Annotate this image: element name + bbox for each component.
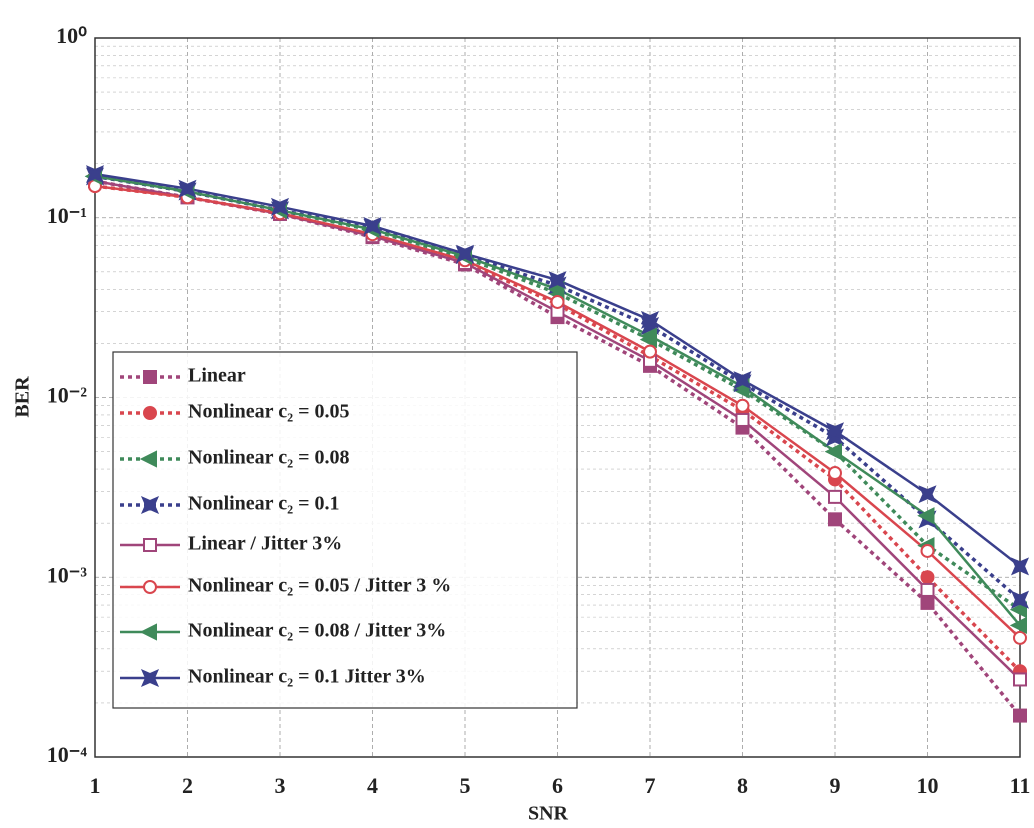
marker [1013, 630, 1027, 645]
x-tick-label: 5 [460, 773, 471, 798]
marker [85, 165, 105, 184]
marker [643, 344, 657, 359]
y-tick-label: 10⁻⁴ [47, 742, 88, 767]
legend-label: Nonlinear c₂ = 0.08 [188, 447, 349, 469]
legend-label: Nonlinear c₂ = 0.1 Jitter 3% [188, 666, 426, 688]
marker [920, 582, 935, 597]
legend-marker [140, 495, 160, 515]
legend-label: Nonlinear c₂ = 0.05 / Jitter 3 % [188, 575, 451, 597]
marker [1013, 708, 1027, 723]
x-tick-label: 3 [275, 773, 286, 798]
marker [920, 543, 935, 558]
series-line [94, 174, 1022, 602]
marker [735, 412, 750, 427]
marker [828, 466, 842, 481]
legend-marker [143, 580, 157, 594]
marker [735, 398, 750, 413]
y-axis-label: BER [12, 376, 34, 418]
legend-box [112, 351, 578, 709]
y-tick-label: 10⁻² [47, 383, 88, 408]
marker [178, 179, 197, 198]
marker [917, 507, 935, 525]
legend-label: Nonlinear c₂ = 0.08 / Jitter 3% [188, 620, 446, 642]
marker [1010, 590, 1030, 609]
x-tick-label: 10 [917, 773, 939, 798]
x-axis-label: SNR [528, 803, 569, 825]
legend-marker [143, 370, 157, 384]
x-tick-label: 4 [367, 773, 378, 798]
series-line [94, 174, 1021, 612]
x-tick-label: 7 [645, 773, 656, 798]
legend-label: Linear / Jitter 3% [188, 533, 342, 555]
x-tick-label: 1 [90, 773, 101, 798]
legend-label: Linear [188, 365, 246, 387]
legend-marker [143, 538, 157, 552]
x-tick-label: 9 [830, 773, 841, 798]
marker [363, 216, 382, 235]
marker [455, 244, 475, 263]
marker [270, 197, 290, 216]
marker [918, 485, 937, 504]
series-line [94, 179, 1022, 717]
marker [920, 570, 935, 585]
marker [920, 595, 935, 610]
marker [1013, 672, 1027, 687]
marker [828, 512, 842, 527]
legend-marker [139, 623, 157, 641]
marker [733, 371, 752, 390]
legend-marker [139, 450, 157, 468]
legend-label: Nonlinear c₂ = 0.05 [188, 401, 349, 423]
x-tick-label: 6 [552, 773, 563, 798]
x-tick-label: 8 [737, 773, 748, 798]
legend-marker [140, 668, 160, 688]
marker [1010, 557, 1030, 576]
y-tick-label: 10⁻¹ [47, 203, 87, 228]
marker [639, 327, 657, 345]
marker [825, 422, 845, 441]
y-tick-label: 10⁻³ [47, 562, 88, 587]
marker [640, 310, 660, 329]
x-tick-label: 11 [1010, 773, 1031, 798]
marker [828, 489, 842, 504]
marker [550, 294, 565, 309]
legend-marker [143, 406, 157, 420]
marker [1009, 601, 1027, 619]
y-tick-label: 10⁰ [56, 23, 87, 48]
marker [548, 271, 567, 290]
legend-label: Nonlinear c₂ = 0.1 [188, 493, 339, 515]
plot-frame [94, 37, 1021, 758]
marker [1009, 616, 1027, 634]
x-tick-label: 2 [182, 773, 193, 798]
marker [824, 442, 842, 461]
